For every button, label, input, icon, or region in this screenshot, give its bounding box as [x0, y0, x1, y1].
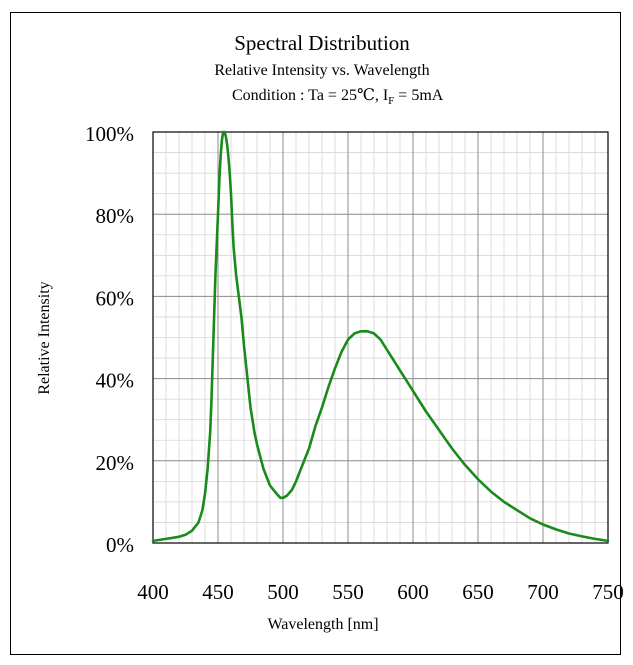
x-tick-label: 650 — [462, 580, 494, 604]
x-tick-labels: 400 450 500 550 600 650 700 750 — [137, 580, 624, 604]
chart-condition: Condition : Ta = 25℃, IF = 5mA — [232, 87, 444, 107]
chart-subtitle: Relative Intensity vs. Wavelength — [214, 62, 429, 79]
y-tick-label: 60% — [96, 286, 135, 310]
x-tick-label: 550 — [332, 580, 364, 604]
condition-subscript: F — [388, 95, 394, 107]
condition-prefix: Condition : Ta = 25℃, I — [232, 87, 388, 104]
y-axis-label: Relative Intensity — [36, 281, 53, 394]
series-layer — [151, 130, 610, 543]
y-tick-label: 40% — [96, 369, 135, 393]
x-tick-label: 750 — [592, 580, 624, 604]
minor-gridlines — [153, 132, 608, 543]
condition-suffix: = 5mA — [394, 87, 443, 104]
major-gridlines — [153, 132, 608, 543]
x-tick-label: 450 — [202, 580, 234, 604]
y-tick-label: 80% — [96, 204, 135, 228]
y-tick-label: 20% — [96, 451, 135, 475]
plot-area — [152, 131, 609, 544]
x-tick-label: 400 — [137, 580, 169, 604]
chart-frame — [10, 12, 621, 655]
x-tick-label: 600 — [397, 580, 429, 604]
y-tick-labels: 0% 20% 40% 60% 80% 100% — [85, 122, 134, 557]
y-tick-label: 0% — [106, 533, 134, 557]
x-axis-label: Wavelength [nm] — [267, 616, 378, 633]
series-line — [151, 130, 610, 543]
x-tick-label: 500 — [267, 580, 299, 604]
chart-title: Spectral Distribution — [234, 31, 410, 55]
y-tick-label: 100% — [85, 122, 134, 146]
x-tick-label: 700 — [527, 580, 559, 604]
